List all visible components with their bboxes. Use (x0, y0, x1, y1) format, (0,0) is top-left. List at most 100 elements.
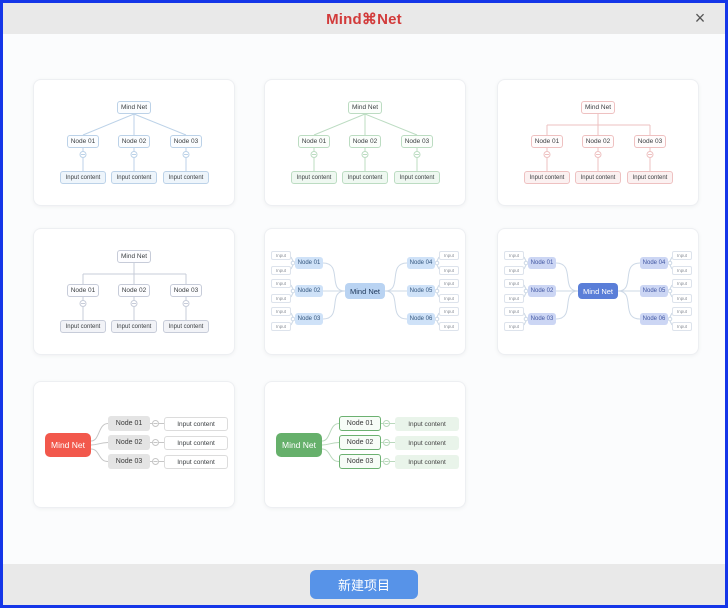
branch-node: Node 02 (295, 285, 323, 297)
child-node: Node 02 (339, 435, 381, 450)
input-leaf: Input (672, 266, 692, 275)
dialog-header: Mind⌘Net × (3, 3, 725, 35)
child-node: Node 02 (118, 284, 150, 297)
leaf-node: Input content (627, 171, 673, 184)
leaf-node: Input content (163, 171, 209, 184)
input-leaf: Input (672, 251, 692, 260)
child-node: Node 01 (67, 284, 99, 297)
input-leaf: Input (672, 322, 692, 331)
leaf-node: Input content (60, 320, 106, 333)
input-leaf: Input (271, 322, 291, 331)
input-leaf: Input (271, 294, 291, 303)
child-node: Node 01 (339, 416, 381, 431)
connector-lines (321, 420, 395, 465)
child-node: Node 03 (170, 284, 202, 297)
leaf-node: Input content (394, 171, 440, 184)
root-node: Mind Net (117, 101, 151, 114)
input-leaf: Input (439, 266, 459, 275)
child-node: Node 01 (108, 416, 150, 431)
input-leaf: Input (439, 251, 459, 260)
connector-lines (290, 256, 440, 326)
input-leaf: Input (504, 307, 524, 316)
app-title: Mind⌘Net (326, 10, 402, 28)
branch-node: Node 05 (640, 285, 668, 297)
child-node: Node 03 (170, 135, 202, 148)
template-card-tree-gray[interactable]: Mind Net Node 01 Node 02 Node 03 Input c… (33, 228, 235, 355)
input-leaf: Input (271, 251, 291, 260)
input-leaf: Input (504, 279, 524, 288)
branch-node: Node 04 (407, 257, 435, 269)
leaf-node: Input content (524, 171, 570, 184)
leaf-node: Input content (60, 171, 106, 184)
input-leaf: Input (271, 307, 291, 316)
branch-node: Node 02 (528, 285, 556, 297)
leaf-node: Input content (164, 417, 228, 431)
template-card-list-green[interactable]: Mind Net Node 01 Node 02 Node 03 Input c… (264, 381, 466, 508)
root-node: Mind Net (348, 101, 382, 114)
template-card-tree-red[interactable]: Mind Net Node 01 Node 02 Node 03 Input c… (497, 79, 699, 206)
leaf-node: Input content (342, 171, 388, 184)
child-node: Node 01 (67, 135, 99, 148)
leaf-node: Input content (395, 455, 459, 469)
child-node: Node 02 (582, 135, 614, 148)
child-node: Node 01 (298, 135, 330, 148)
connector-lines (523, 256, 673, 326)
leaf-node: Input content (395, 436, 459, 450)
center-node: Mind Net (345, 283, 385, 299)
branch-node: Node 05 (407, 285, 435, 297)
root-node: Mind Net (276, 433, 322, 457)
input-leaf: Input (439, 294, 459, 303)
input-leaf: Input (504, 266, 524, 275)
template-card-radial-solid[interactable]: Mind Net Node 01 Node 02 Node 03 Node 04… (497, 228, 699, 355)
input-leaf: Input (504, 251, 524, 260)
child-node: Node 03 (108, 454, 150, 469)
template-card-tree-blue[interactable]: Mind Net Node 01 Node 02 Node 03 Input c… (33, 79, 235, 206)
child-node: Node 03 (339, 454, 381, 469)
branch-node: Node 03 (528, 313, 556, 325)
branch-node: Node 01 (528, 257, 556, 269)
root-node: Mind Net (581, 101, 615, 114)
close-icon[interactable]: × (694, 8, 706, 28)
center-node: Mind Net (578, 283, 618, 299)
child-node: Node 03 (401, 135, 433, 148)
template-card-tree-green[interactable]: Mind Net Node 01 Node 02 Node 03 Input c… (264, 79, 466, 206)
branch-node: Node 06 (407, 313, 435, 325)
branch-node: Node 06 (640, 313, 668, 325)
leaf-node: Input content (111, 171, 157, 184)
template-card-list-red[interactable]: Mind Net Node 01 Node 02 Node 03 Input c… (33, 381, 235, 508)
input-leaf: Input (439, 307, 459, 316)
connector-lines (79, 113, 190, 171)
input-leaf: Input (271, 279, 291, 288)
branch-node: Node 03 (295, 313, 323, 325)
dialog-footer: 新建项目 (3, 564, 725, 605)
connector-lines (79, 263, 190, 320)
root-node: Mind Net (117, 250, 151, 263)
input-leaf: Input (504, 294, 524, 303)
input-leaf: Input (271, 266, 291, 275)
leaf-node: Input content (164, 455, 228, 469)
connector-lines (90, 420, 164, 465)
leaf-node: Input content (163, 320, 209, 333)
template-grid: Mind Net Node 01 Node 02 Node 03 Input c… (3, 34, 725, 564)
root-node: Mind Net (45, 433, 91, 457)
branch-node: Node 04 (640, 257, 668, 269)
child-node: Node 02 (108, 435, 150, 450)
input-leaf: Input (439, 322, 459, 331)
connector-lines (543, 114, 654, 171)
child-node: Node 03 (634, 135, 666, 148)
input-leaf: Input (672, 307, 692, 316)
child-node: Node 01 (531, 135, 563, 148)
template-card-radial-light[interactable]: Mind Net Node 01 Node 02 Node 03 Node 04… (264, 228, 466, 355)
child-node: Node 02 (349, 135, 381, 148)
input-leaf: Input (672, 279, 692, 288)
leaf-node: Input content (111, 320, 157, 333)
leaf-node: Input content (395, 417, 459, 431)
leaf-node: Input content (164, 436, 228, 450)
input-leaf: Input (504, 322, 524, 331)
branch-node: Node 01 (295, 257, 323, 269)
input-leaf: Input (672, 294, 692, 303)
new-project-button[interactable]: 新建项目 (309, 570, 418, 599)
input-leaf: Input (439, 279, 459, 288)
child-node: Node 02 (118, 135, 150, 148)
